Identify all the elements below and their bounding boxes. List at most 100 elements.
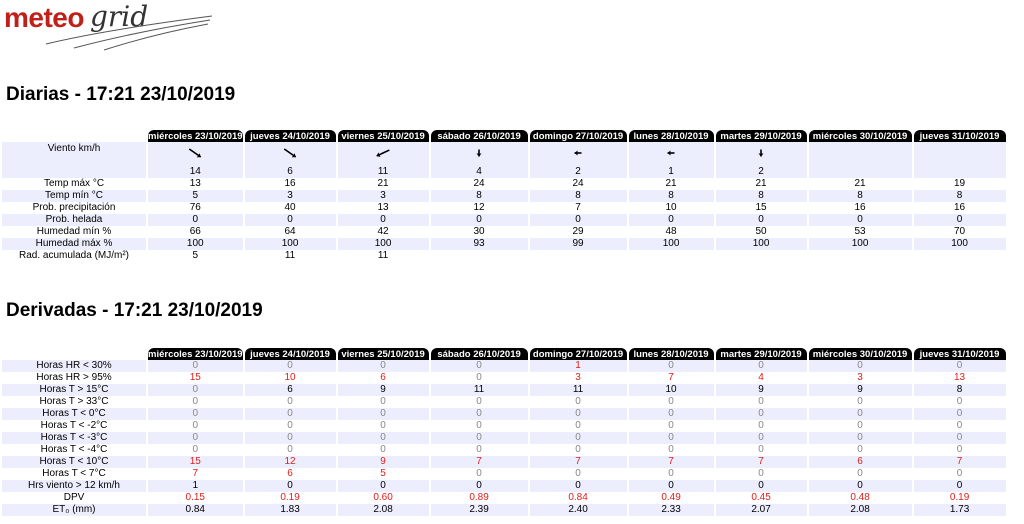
value-cell: 0	[244, 360, 336, 372]
day-header: martes 29/10/2019	[715, 130, 807, 142]
value-cell: 9	[808, 384, 912, 396]
value-cell: 0	[575, 396, 581, 407]
value-cell: 9	[337, 384, 429, 396]
value-cell: 0.19	[280, 492, 300, 503]
value-cell: 0	[715, 360, 807, 372]
value-cell: 12	[244, 456, 336, 468]
day-header: jueves 24/10/2019	[244, 348, 336, 360]
value-cell: 0	[668, 468, 674, 479]
value-cell: 2.08	[808, 504, 912, 516]
value-cell: 15	[755, 202, 767, 213]
value-cell: 0	[148, 432, 243, 444]
value-cell: 0	[668, 396, 674, 407]
data-row: ET₀ (mm) 0.84 1.83 2.08 2.39 2.40 2.33 2.07 2.08…	[2, 504, 1006, 516]
row-label: Temp mín °C	[2, 190, 146, 202]
value-cell	[716, 250, 807, 262]
row-label: Horas HR < 30%	[2, 360, 146, 372]
value-cell: 3	[575, 372, 581, 383]
day-header: miércoles 30/10/2019	[808, 130, 912, 142]
value-cell: 15	[189, 372, 201, 383]
row-label: Horas T > 15°C	[2, 384, 146, 396]
value-cell: 0	[430, 214, 528, 226]
data-row: Horas T < -4°C 0 0 0 0 0 0 0 0 0	[2, 444, 1006, 456]
value-cell: 100	[715, 238, 807, 250]
value-cell: 0.49	[661, 492, 681, 503]
value-cell: 0	[575, 420, 581, 431]
value-cell: 10	[665, 202, 677, 213]
value-cell: 11	[284, 250, 296, 261]
value-cell: 70	[953, 226, 966, 237]
value-cell: 0	[287, 444, 293, 455]
data-row: Temp máx °C 13 16 21 24 24 21 21 21 19	[2, 178, 1006, 190]
value-cell: 1	[148, 480, 243, 492]
row-label: Horas T > 33°C	[39, 396, 109, 407]
value-cell: 0	[575, 468, 581, 479]
value-cell: 8	[430, 190, 528, 202]
value-cell: 0	[668, 420, 674, 431]
value-cell: 100	[913, 238, 1006, 250]
value-cell: 7	[430, 456, 528, 468]
value-cell: 0	[758, 396, 764, 407]
value-cell: 0	[956, 468, 963, 479]
value-cell: 5	[380, 468, 386, 479]
value-cell: 93	[430, 238, 528, 250]
value-cell: 13	[377, 202, 389, 213]
value-cell: 8	[628, 190, 714, 202]
value-cell: 0	[715, 432, 807, 444]
value-cell: 21	[377, 178, 389, 189]
value-cell: 0	[287, 420, 293, 431]
value-cell: 0	[476, 468, 482, 479]
value-cell	[629, 250, 714, 262]
row-label: Horas T < -3°C	[2, 432, 146, 444]
value-cell: 0	[337, 360, 429, 372]
value-cell: 6	[808, 456, 912, 468]
arrow-down-right-icon	[283, 148, 297, 158]
value-cell: 1.73	[913, 504, 1006, 516]
row-label: Horas T < 10°C	[2, 456, 146, 468]
value-cell: 3	[244, 190, 336, 202]
value-cell: 0	[337, 408, 429, 420]
row-label: Temp máx °C	[43, 178, 105, 189]
value-cell: 8	[529, 190, 627, 202]
arrow-down-right-icon	[189, 148, 202, 158]
data-row: Horas T > 33°C 0 0 0 0 0 0 0 0 0	[2, 396, 1006, 408]
day-header: jueves 24/10/2019	[244, 130, 336, 142]
value-cell: 0	[430, 360, 528, 372]
value-cell: 0	[913, 214, 1006, 226]
value-cell: 0	[529, 480, 627, 492]
data-row: Prob. helada 0 0 0 0 0 0 0 0 0	[2, 214, 1006, 226]
row-label: DPV	[63, 492, 85, 503]
row-label: Hrs viento > 12 km/h	[2, 480, 146, 492]
value-cell: 0	[287, 396, 293, 407]
value-cell: 66	[189, 226, 201, 237]
day-header: sábado 26/10/2019	[430, 348, 528, 360]
value-cell: 7	[192, 468, 199, 479]
value-cell: 0	[808, 360, 912, 372]
value-cell: 0	[857, 468, 863, 479]
wind-speed: 2	[758, 166, 764, 177]
value-cell: 0	[913, 432, 1006, 444]
value-cell: 0	[715, 214, 807, 226]
value-cell: 0	[244, 408, 336, 420]
data-row: Horas T < 0°C 0 0 0 0 0 0 0 0 0	[2, 408, 1006, 420]
value-cell: 3	[337, 190, 429, 202]
value-cell: 0	[758, 420, 764, 431]
row-label: Horas T < 7°C	[42, 468, 106, 479]
value-cell: 9	[337, 456, 429, 468]
value-cell: 29	[572, 226, 584, 237]
value-cell: 0	[956, 420, 963, 431]
logo-swoosh-icon	[45, 15, 213, 51]
data-row: Horas HR > 95% 15 10 6 0 3 7 4 3 13	[2, 372, 1006, 384]
wind-cell: 11	[337, 142, 429, 178]
data-row: Horas T > 15°C 0 6 9 11 11 10 9 9 8	[2, 384, 1006, 396]
wind-cell: 14	[148, 142, 243, 178]
day-header: domingo 27/10/2019	[529, 348, 627, 360]
day-header-row: miércoles 23/10/2019 jueves 24/10/2019 vie…	[2, 348, 1006, 360]
value-cell: 0	[476, 396, 482, 407]
value-cell: 0	[476, 444, 482, 455]
value-cell: 21	[665, 178, 677, 189]
day-header: viernes 25/10/2019	[337, 348, 429, 360]
data-row: Horas T < 7°C 7 6 5 0 0 0 0 0 0	[2, 468, 1006, 480]
value-cell: 0.45	[751, 492, 771, 503]
value-cell: 11	[529, 384, 627, 396]
